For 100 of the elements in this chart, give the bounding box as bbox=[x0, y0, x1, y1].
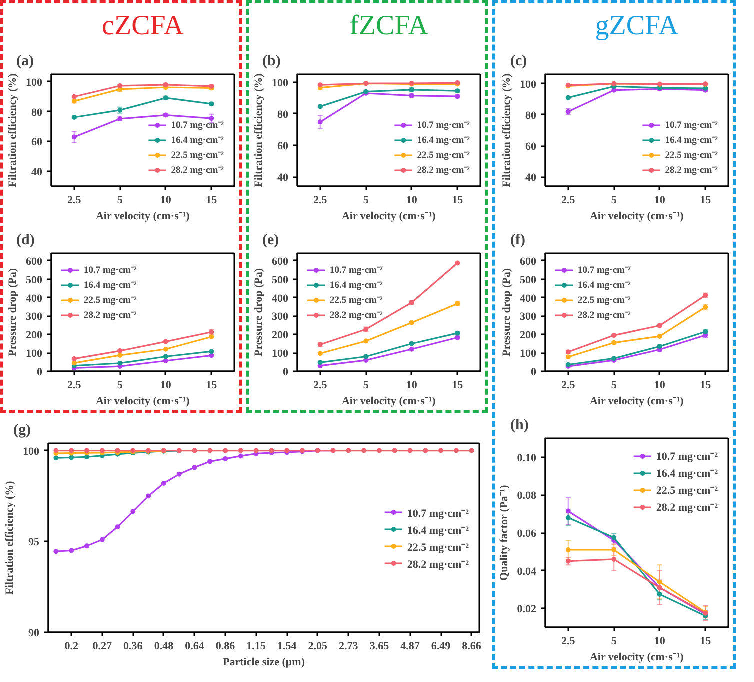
x-tick-label: 15 bbox=[700, 636, 712, 648]
x-tick-label: 2.5 bbox=[562, 380, 576, 392]
y-tick-label: 60 bbox=[32, 136, 43, 149]
legend-label: 28.2 mg·cm⁻² bbox=[665, 165, 718, 176]
legend-label: 22.5 mg·cm⁻² bbox=[330, 295, 383, 306]
legend-label: 10.7 mg·cm⁻² bbox=[330, 265, 383, 276]
legend-label: 16.4 mg·cm⁻² bbox=[665, 135, 718, 146]
x-axis-title: Air velocity (cm·s⁻¹) bbox=[590, 396, 684, 408]
y-tick-label: 200 bbox=[520, 330, 537, 342]
y-tick-label: 40 bbox=[526, 172, 537, 184]
legend-label: 16.4 mg·cm⁻² bbox=[578, 280, 631, 291]
y-tick-label: 300 bbox=[26, 311, 43, 324]
x-tick-label: 5 bbox=[363, 194, 370, 206]
x-tick-label: 15 bbox=[452, 194, 464, 206]
y-tick-label: 500 bbox=[520, 274, 537, 286]
y-tick-label: 400 bbox=[26, 292, 43, 305]
legend-label: 22.5 mg·cm⁻² bbox=[407, 540, 469, 554]
legend-label: 22.5 mg·cm⁻² bbox=[171, 150, 224, 161]
chart-title: cZCFA bbox=[102, 10, 185, 42]
x-tick-label: 15 bbox=[452, 380, 464, 392]
y-tick-label: 60 bbox=[526, 141, 537, 154]
legend-label: 10.7 mg·cm⁻² bbox=[171, 120, 224, 131]
y-tick-label: 500 bbox=[26, 274, 43, 286]
x-tick-label: 5 bbox=[117, 194, 124, 206]
y-axis-title: Filtration efficiency (%) bbox=[7, 73, 19, 188]
legend-label: 16.4 mg·cm⁻² bbox=[171, 135, 224, 146]
chart-subtitle: (a) bbox=[16, 54, 34, 70]
chart-subtitle: (c) bbox=[510, 54, 528, 70]
y-tick-label: 600 bbox=[520, 256, 537, 268]
legend-label: 28.2 mg·cm⁻² bbox=[578, 310, 631, 321]
y-tick-label: 0.08 bbox=[517, 490, 537, 502]
legend-label: 22.5 mg·cm⁻² bbox=[417, 150, 470, 161]
chart-title: (d) bbox=[16, 232, 35, 248]
y-tick-label: 300 bbox=[272, 311, 289, 324]
y-tick-label: 100 bbox=[520, 78, 537, 91]
y-axis-title: Filtration efficiency (%) bbox=[501, 73, 513, 188]
chart-title: fZCFA bbox=[350, 10, 430, 42]
x-tick-label: 10 bbox=[160, 194, 172, 206]
chart-title: (h) bbox=[510, 418, 529, 434]
legend-label: 10.7 mg·cm⁻² bbox=[656, 450, 718, 463]
chart-title: (e) bbox=[262, 232, 280, 248]
y-axis-title: Quality factor (Pa⁻¹) bbox=[498, 484, 510, 581]
x-tick-label: 3.65 bbox=[370, 640, 390, 652]
x-tick-label: 0.36 bbox=[124, 640, 144, 652]
y-tick-label: 0.06 bbox=[517, 528, 537, 540]
x-tick-label: 5 bbox=[363, 380, 370, 392]
chart-title: (g) bbox=[14, 422, 31, 438]
legend-label: 10.7 mg·cm⁻² bbox=[84, 265, 137, 276]
y-tick-label: 100 bbox=[26, 76, 43, 89]
legend-label: 10.7 mg·cm⁻² bbox=[417, 120, 470, 131]
legend-label: 16.4 mg·cm⁻² bbox=[656, 467, 718, 480]
legend-label: 16.4 mg·cm⁻² bbox=[330, 280, 383, 291]
x-tick-label: 10 bbox=[654, 380, 666, 392]
y-tick-label: 90 bbox=[28, 628, 40, 640]
x-tick-label: 15 bbox=[700, 380, 712, 392]
y-tick-label: 300 bbox=[520, 311, 537, 324]
y-tick-label: 60 bbox=[278, 140, 289, 152]
legend-label: 22.5 mg·cm⁻² bbox=[665, 150, 718, 161]
y-tick-label: 80 bbox=[278, 108, 289, 121]
y-tick-label: 100 bbox=[520, 348, 537, 360]
legend-label: 10.7 mg·cm⁻² bbox=[407, 506, 469, 520]
x-axis-title: Air velocity (cm·s⁻¹) bbox=[590, 652, 684, 664]
y-tick-label: 200 bbox=[272, 330, 289, 342]
x-tick-label: 2.05 bbox=[308, 640, 328, 652]
legend-label: 22.5 mg·cm⁻² bbox=[84, 295, 137, 306]
legend-label: 28.2 mg·cm⁻² bbox=[171, 165, 224, 176]
legend-label: 16.4 mg·cm⁻² bbox=[84, 280, 137, 291]
y-tick-label: 400 bbox=[272, 292, 289, 305]
x-tick-label: 5 bbox=[117, 380, 124, 392]
x-tick-label: 0.64 bbox=[185, 640, 205, 652]
legend-label: 28.2 mg·cm⁻² bbox=[656, 501, 718, 514]
y-tick-label: 0 bbox=[283, 366, 289, 378]
x-axis-title: Air velocity (cm·s⁻¹) bbox=[96, 396, 190, 408]
legend-label: 16.4 mg·cm⁻² bbox=[407, 524, 469, 536]
x-tick-label: 2.5 bbox=[562, 636, 576, 648]
x-tick-label: 2.5 bbox=[68, 194, 82, 206]
y-tick-label: 100 bbox=[26, 348, 43, 360]
legend-label: 16.4 mg·cm⁻² bbox=[417, 135, 470, 146]
y-tick-label: 0 bbox=[531, 366, 537, 378]
y-axis-title: Filtration efficiency (%) bbox=[253, 73, 265, 188]
x-axis-title: Air velocity (cm·s⁻¹) bbox=[342, 210, 436, 222]
x-axis-title: Air velocity (cm·s⁻¹) bbox=[342, 396, 436, 408]
y-tick-label: 0.04 bbox=[517, 566, 537, 578]
x-tick-label: 10 bbox=[654, 636, 666, 648]
y-tick-label: 80 bbox=[526, 110, 537, 122]
y-axis-title: Pressure drop (Pa) bbox=[7, 268, 19, 356]
x-axis-title: Air velocity (cm·s⁻¹) bbox=[96, 210, 190, 222]
x-tick-label: 5 bbox=[611, 636, 618, 648]
y-axis-title: Filtration efficiency (%) bbox=[4, 480, 16, 595]
y-tick-label: 200 bbox=[26, 330, 43, 342]
y-tick-label: 0.10 bbox=[517, 452, 537, 464]
x-tick-label: 0.86 bbox=[216, 640, 236, 652]
x-axis-title: Air velocity (cm·s⁻¹) bbox=[590, 210, 684, 222]
x-tick-label: 8.66 bbox=[462, 640, 482, 652]
y-tick-label: 95 bbox=[28, 536, 40, 549]
x-tick-label: 6.49 bbox=[431, 640, 452, 652]
x-tick-label: 4.87 bbox=[400, 640, 420, 652]
x-tick-label: 0.48 bbox=[154, 640, 174, 652]
y-tick-label: 100 bbox=[272, 77, 289, 90]
legend-label: 28.2 mg·cm⁻² bbox=[330, 310, 383, 321]
